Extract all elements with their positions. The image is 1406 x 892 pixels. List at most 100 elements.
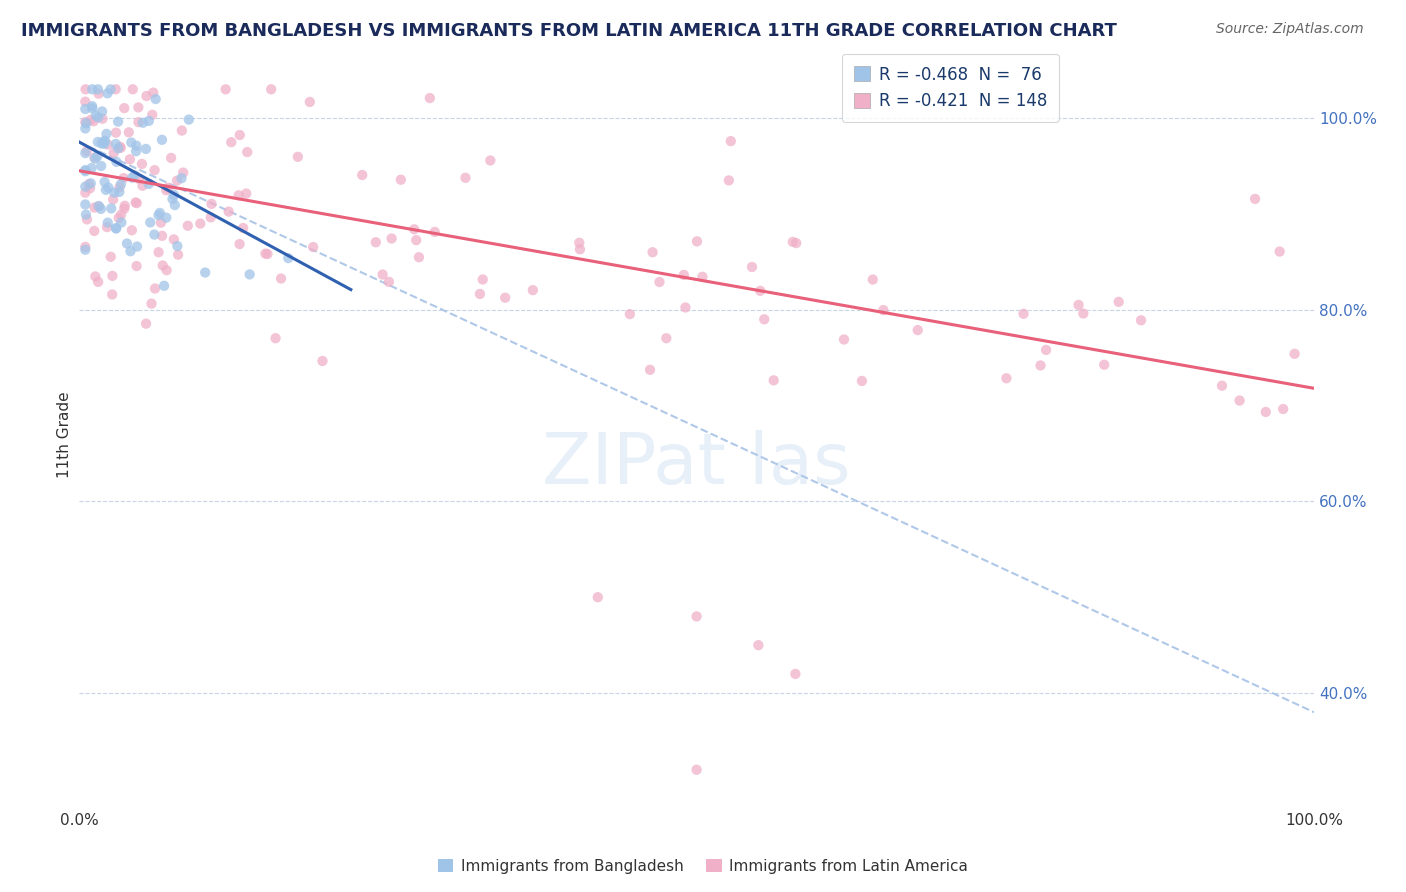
Point [995, 371, 1018, 385]
Point [907, 323, 929, 337]
Text: Source: ZipAtlas.com: Source: ZipAtlas.com [1216, 22, 1364, 37]
Point [139, 215, 162, 229]
Point [172, 166, 194, 180]
Point [94, 134, 117, 148]
Point [641, 245, 664, 260]
Point [287, 150, 309, 164]
Point [1284, 347, 1306, 361]
Point [163, 198, 186, 212]
Point [153, 278, 176, 293]
Point [104, 136, 127, 151]
Point [260, 82, 283, 96]
Point [108, 140, 131, 154]
Point [685, 763, 707, 777]
Point [87, 199, 110, 213]
Point [105, 126, 128, 140]
Point [648, 275, 671, 289]
Point [87, 87, 110, 101]
Point [118, 153, 141, 167]
Point [87, 275, 110, 289]
Point [157, 180, 180, 194]
Point [214, 82, 236, 96]
Point [107, 141, 129, 155]
Point [149, 216, 172, 230]
Point [256, 247, 278, 261]
Point [264, 331, 287, 345]
Point [692, 269, 714, 284]
Point [104, 82, 127, 96]
Point [135, 142, 157, 156]
Point [83, 151, 105, 165]
Y-axis label: 11th Grade: 11th Grade [58, 391, 72, 477]
Point [479, 153, 502, 168]
Point [143, 281, 166, 295]
Point [107, 211, 129, 225]
Point [120, 136, 142, 150]
Point [125, 259, 148, 273]
Point [94, 183, 117, 197]
Point [80, 112, 103, 127]
Point [404, 222, 426, 236]
Point [298, 95, 321, 109]
Point [270, 271, 292, 285]
Point [93, 135, 115, 149]
Point [167, 248, 190, 262]
Point [97, 216, 120, 230]
Point [454, 170, 477, 185]
Point [277, 251, 299, 265]
Point [125, 138, 148, 153]
Point [114, 199, 136, 213]
Point [105, 221, 128, 235]
Point [118, 125, 141, 139]
Point [82, 99, 104, 113]
Point [754, 312, 776, 326]
Point [105, 221, 128, 235]
Point [352, 168, 374, 182]
Point [141, 296, 163, 310]
Point [135, 89, 157, 103]
Point [90, 159, 112, 173]
Point [378, 275, 401, 289]
Point [100, 202, 122, 216]
Point [166, 174, 188, 188]
Point [96, 127, 118, 141]
Point [93, 136, 115, 151]
Point [568, 235, 591, 250]
Point [75, 243, 97, 257]
Point [1035, 343, 1057, 357]
Point [149, 206, 172, 220]
Point [522, 283, 544, 297]
Point [685, 609, 707, 624]
Point [90, 136, 112, 151]
Point [75, 95, 97, 109]
Point [254, 246, 277, 260]
Point [131, 157, 153, 171]
Point [110, 178, 132, 192]
Point [142, 86, 165, 100]
Point [105, 154, 128, 169]
Point [188, 217, 211, 231]
Point [75, 179, 97, 194]
Point [1130, 313, 1153, 327]
Point [101, 268, 124, 283]
Point [96, 220, 118, 235]
Point [77, 177, 100, 191]
Point [83, 114, 105, 128]
Point [75, 116, 97, 130]
Point [619, 307, 641, 321]
Point [381, 231, 404, 245]
Point [110, 141, 132, 155]
Point [1108, 294, 1130, 309]
Point [166, 239, 188, 253]
Point [311, 354, 333, 368]
Point [75, 197, 97, 211]
Point [785, 666, 807, 681]
Point [131, 178, 153, 193]
Point [79, 181, 101, 195]
Point [1073, 306, 1095, 320]
Point [672, 268, 695, 282]
Point [143, 227, 166, 242]
Point [148, 245, 170, 260]
Point [91, 112, 114, 126]
Point [84, 152, 107, 166]
